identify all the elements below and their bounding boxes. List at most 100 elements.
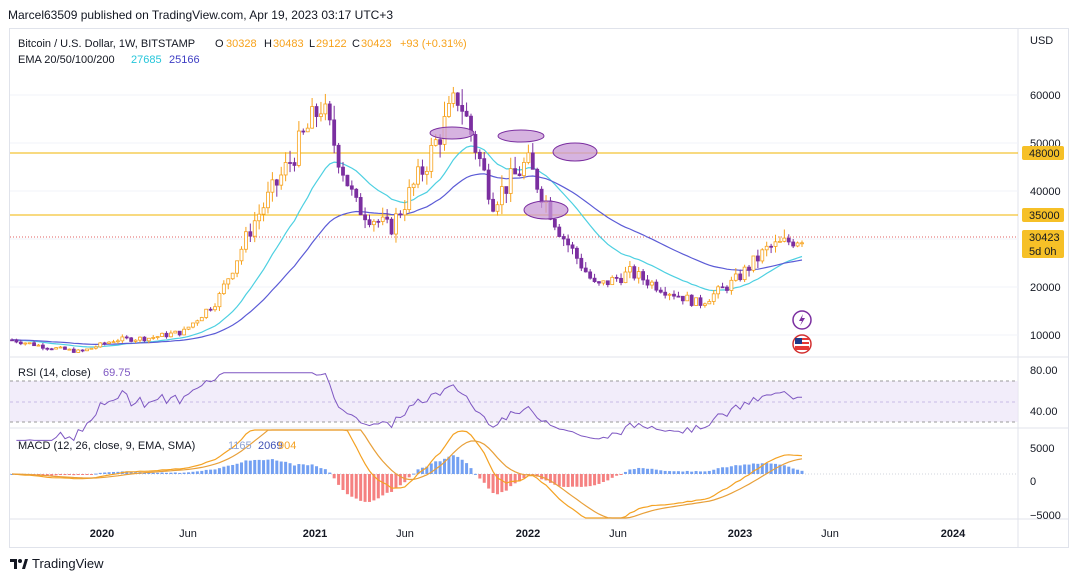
- candle-body: [407, 187, 412, 211]
- candle-body: [40, 344, 45, 349]
- macd-hist-bar: [593, 474, 597, 486]
- price-tag-last: 30423 5d 0h: [1022, 230, 1064, 258]
- price-tag-35000-text: 35000: [1029, 210, 1060, 222]
- candle-body: [685, 294, 690, 302]
- candle-body: [570, 244, 575, 249]
- candle-body: [495, 204, 500, 212]
- candle-body: [627, 266, 632, 273]
- time-axis-label: 2022: [516, 528, 540, 540]
- macd-hist-bar: [222, 466, 226, 474]
- macd-hist-bar: [372, 474, 376, 501]
- macd-hist-bar: [751, 463, 755, 474]
- candle-body: [614, 276, 619, 279]
- macd-hist-bar: [769, 463, 773, 474]
- macd-hist-bar: [297, 464, 301, 474]
- candle-body: [561, 236, 566, 240]
- candle-body: [486, 169, 491, 200]
- annotations: [429, 126, 598, 220]
- macd-hist-bar: [447, 456, 451, 474]
- candle-body: [394, 213, 398, 235]
- macd-hist-bar: [522, 474, 526, 479]
- candle-body: [535, 168, 540, 190]
- macd-hist-bar: [41, 474, 45, 476]
- macd-hist-bar: [306, 465, 310, 474]
- macd-hist-bar: [500, 474, 504, 493]
- macd-hist-bar: [284, 461, 288, 474]
- candle-body: [663, 291, 668, 296]
- candle-body: [513, 168, 518, 175]
- candle-body: [672, 293, 676, 297]
- candle-body: [402, 209, 407, 216]
- candle-body: [733, 273, 738, 281]
- macd-hist-bar: [579, 474, 583, 487]
- symbol-title: Bitcoin / U.S. Dollar, 1W, BITSTAMP: [18, 38, 195, 50]
- ohlc-legend: O 30328 H 30483 L 29122 C 30423 +93 (+0.…: [215, 38, 467, 50]
- candle-body: [327, 103, 332, 121]
- macd-hist-bar: [601, 474, 605, 482]
- candle-body: [213, 306, 217, 311]
- candle-body: [199, 317, 204, 322]
- us-flag-icon[interactable]: [792, 334, 812, 354]
- publisher-header: Marcel63509 published on TradingView.com…: [8, 8, 394, 22]
- candle-body: [636, 271, 641, 279]
- candle-body: [71, 348, 76, 353]
- candle-body: [557, 226, 562, 237]
- macd-hist-bar: [350, 474, 354, 497]
- macd-hist-bar: [112, 471, 116, 474]
- candle-body: [601, 280, 606, 284]
- macd-hist-bar: [553, 474, 557, 485]
- candle-body: [230, 272, 235, 280]
- candle-body: [416, 166, 420, 185]
- footer[interactable]: TradingView: [10, 556, 104, 571]
- macd-hist-bar: [796, 469, 800, 474]
- candle-body: [526, 152, 531, 163]
- macd-hist-bar: [94, 473, 98, 475]
- macd-hist-bar: [332, 474, 336, 479]
- candle-body: [566, 238, 570, 246]
- macd-hist-bar: [641, 468, 645, 474]
- macd-hist-bar: [323, 469, 327, 474]
- candle-body: [226, 278, 231, 285]
- candle-body: [694, 297, 698, 306]
- macd-hist-bar: [544, 474, 548, 481]
- candle-body: [764, 245, 769, 251]
- candle-body: [261, 207, 266, 215]
- candle-body: [583, 267, 588, 273]
- macd-hist-bar: [712, 469, 716, 474]
- lightning-icon[interactable]: [792, 310, 812, 330]
- macd-hist-bar: [562, 474, 566, 487]
- candle-body: [499, 186, 504, 206]
- candle-body: [182, 328, 187, 336]
- candle-body: [292, 162, 297, 166]
- candle-body: [376, 220, 381, 223]
- macd-hist-bar: [390, 474, 394, 492]
- rsi-legend-label: RSI (14, close): [18, 367, 91, 379]
- candle-body: [667, 293, 672, 296]
- candle-body: [738, 273, 743, 281]
- ellipse-marker-1: [429, 126, 475, 140]
- candle-body: [786, 237, 791, 243]
- candle-body: [742, 266, 747, 281]
- macd-hist-bar: [182, 472, 186, 474]
- candle-body: [195, 320, 200, 324]
- candle-body: [411, 183, 416, 189]
- macd-hist-bar: [659, 470, 663, 474]
- macd-hist-bar: [513, 474, 517, 484]
- macd-hist-bar: [782, 465, 786, 474]
- candle-body: [371, 220, 376, 226]
- candle-body: [477, 151, 482, 160]
- candle-body: [451, 92, 456, 104]
- candle-body: [460, 105, 465, 112]
- macd-hist-bar: [59, 474, 63, 476]
- rsi-legend-value: 69.75: [103, 367, 131, 379]
- rsi-tick-80: 80.00: [1030, 365, 1058, 377]
- candle-body: [464, 110, 469, 117]
- ohlc-h-label: H: [264, 38, 272, 50]
- macd-hist-bar: [460, 459, 464, 474]
- time-axis-label: 2024: [941, 528, 966, 540]
- macd-hist-bar: [385, 474, 389, 493]
- candle-body: [345, 174, 350, 187]
- candle-body: [63, 346, 67, 350]
- macd-hist-bar: [195, 471, 199, 474]
- macd-hist-bar: [725, 467, 729, 474]
